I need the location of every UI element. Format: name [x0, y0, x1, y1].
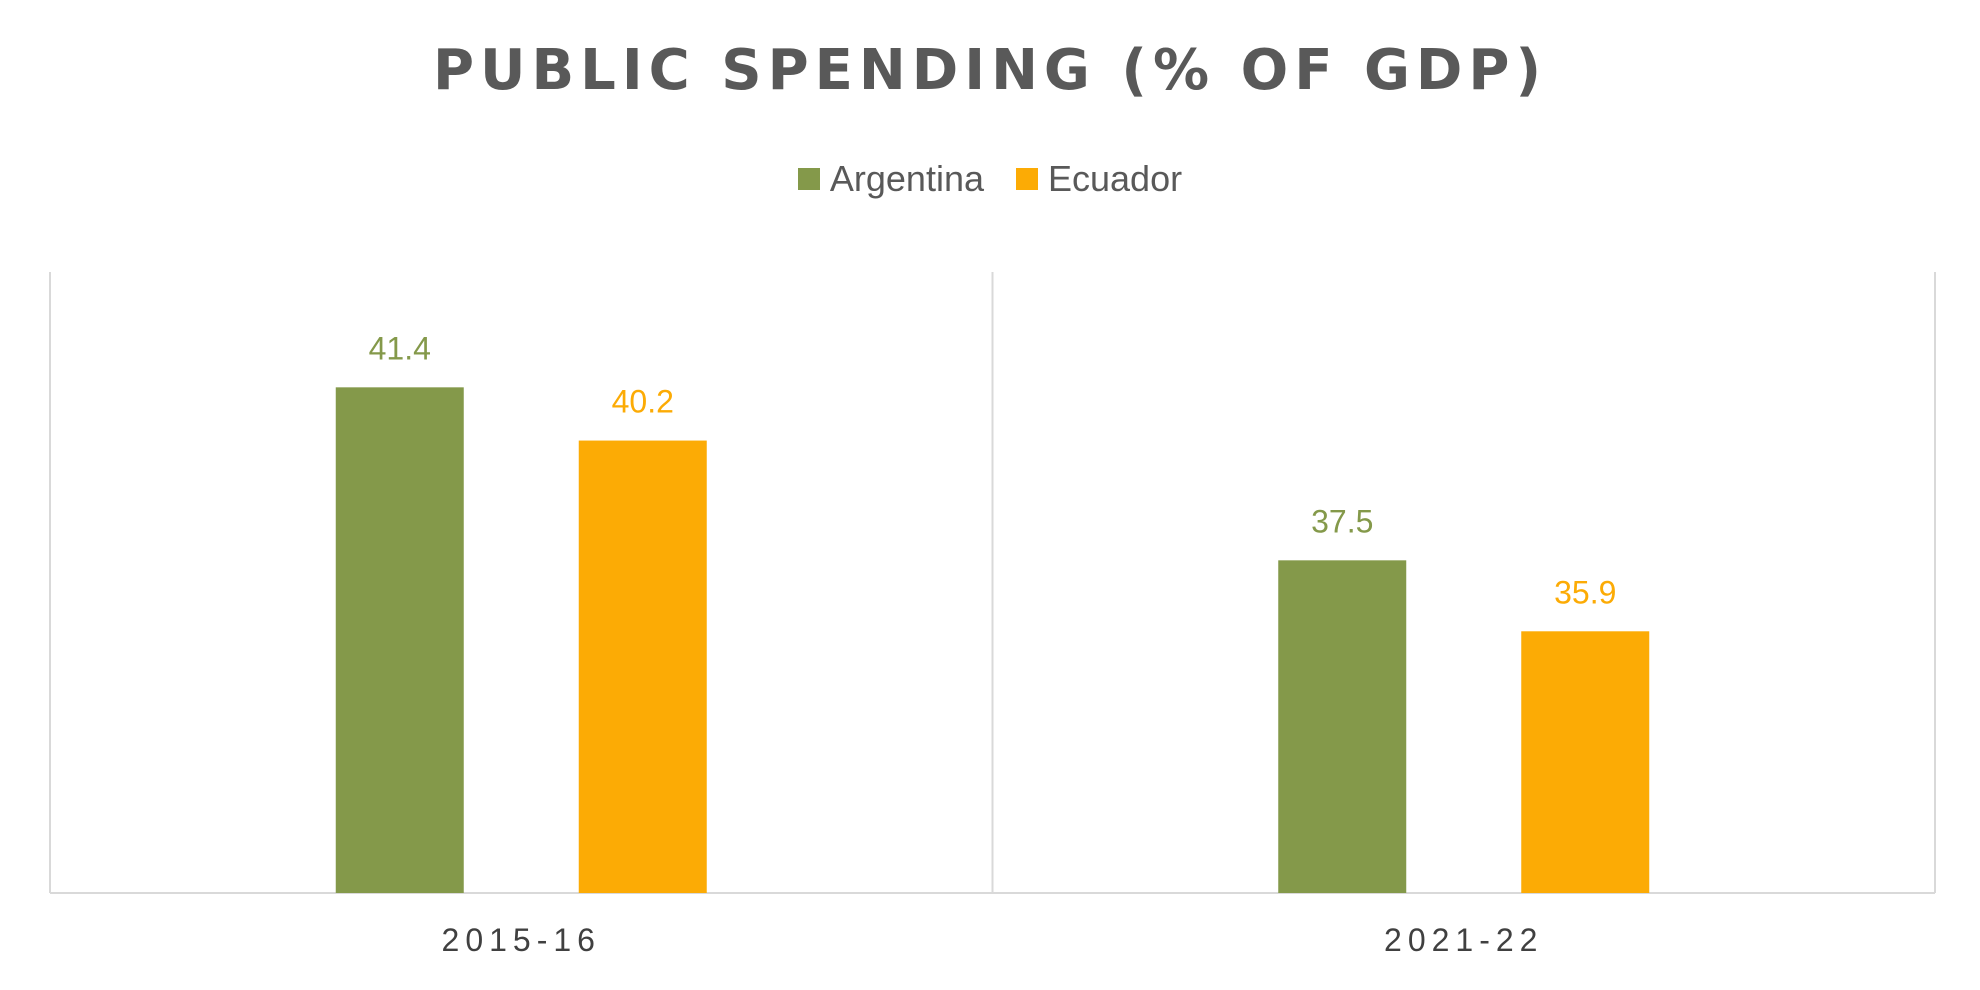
legend-label-ecuador: Ecuador	[1048, 158, 1183, 199]
bar-ecuador-2015-16	[578, 440, 707, 893]
bar-argentina-2015-16	[335, 387, 464, 893]
x-tick-label: 2021-22	[1384, 922, 1543, 958]
legend-item-ecuador: Ecuador	[1016, 158, 1182, 200]
data-label-ecuador-2015-16: 40.2	[612, 384, 674, 420]
data-label-argentina-2015-16: 41.4	[369, 330, 431, 366]
legend: Argentina Ecuador	[0, 158, 1980, 200]
legend-item-argentina: Argentina	[797, 158, 984, 200]
data-label-ecuador-2021-22: 35.9	[1554, 574, 1616, 610]
legend-swatch-argentina	[797, 168, 820, 190]
x-tick-label: 2015-16	[442, 922, 601, 958]
data-label-argentina-2021-22: 37.5	[1311, 503, 1373, 539]
legend-label-argentina: Argentina	[829, 158, 984, 199]
bar-argentina-2021-22	[1278, 560, 1407, 893]
chart-title: PUBLIC SPENDING (% OF GDP)	[432, 38, 1548, 103]
legend-swatch-ecuador	[1016, 168, 1038, 190]
bar-ecuador-2021-22	[1521, 631, 1650, 893]
